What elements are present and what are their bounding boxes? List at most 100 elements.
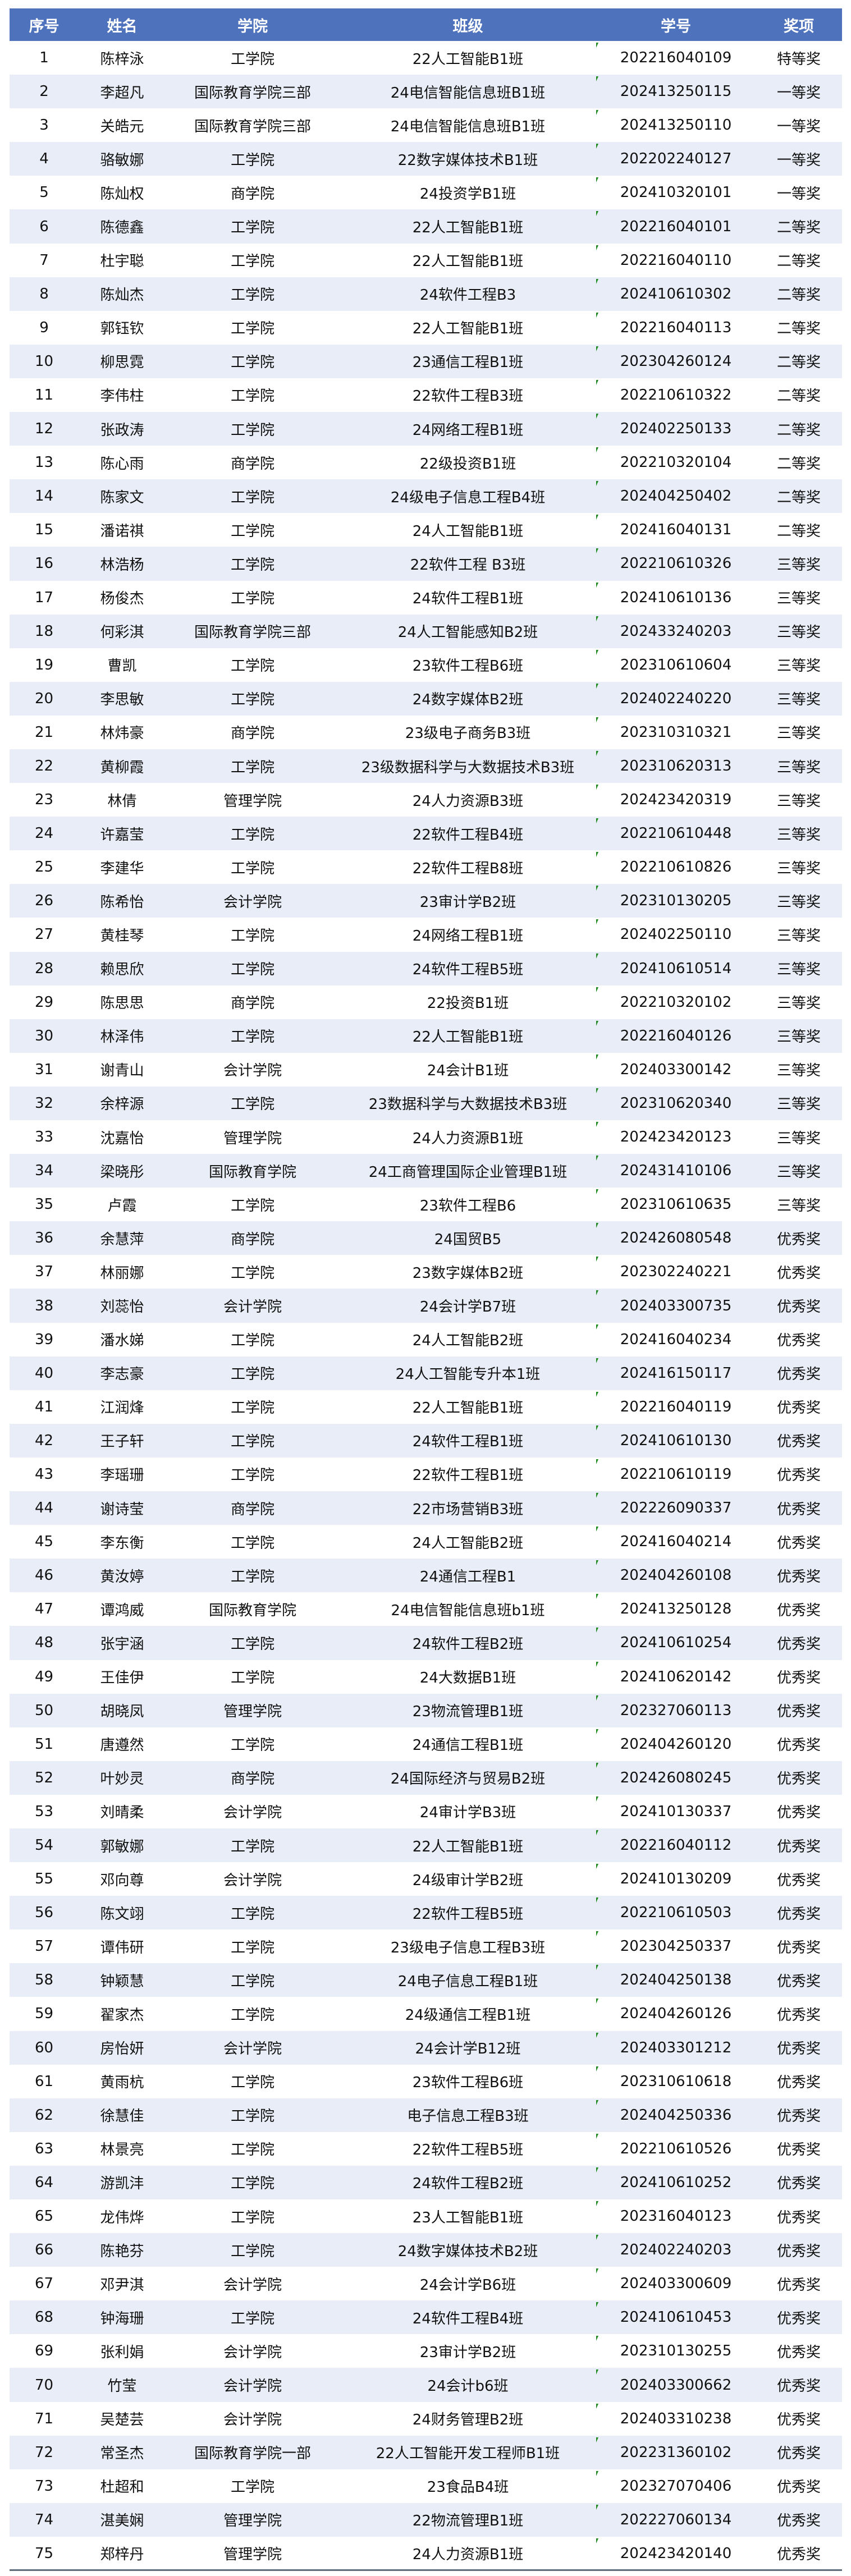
student-id: 202216040109 xyxy=(620,49,732,67)
college: 工学院 xyxy=(230,320,274,338)
table-row: 58 钟颖慧 工学院 24电子信息工程B1班 202404250138 优秀奖 xyxy=(10,1963,842,1997)
class-name: 24电信智能信息班B1班 xyxy=(390,118,546,135)
student-id: 202216040110 xyxy=(620,251,732,269)
table-row: 36 余慧萍 商学院 24国贸B5 202426080548 优秀奖 xyxy=(10,1221,842,1255)
table-row: 12 张政涛 工学院 24网络工程B1班 202402250133 二等奖 xyxy=(10,412,842,446)
award: 优秀奖 xyxy=(776,2445,821,2463)
row-index: 14 xyxy=(34,488,54,505)
award: 优秀奖 xyxy=(776,2378,821,2395)
table-row: 7 杜宇聪 工学院 22人工智能B1班 202216040110 二等奖 xyxy=(10,244,842,277)
student-name: 柳思霓 xyxy=(100,354,144,372)
award: 三等奖 xyxy=(776,1096,821,1113)
college: 工学院 xyxy=(230,2074,274,2092)
cell-indicator-icon xyxy=(596,2403,598,2409)
student-name: 吴楚芸 xyxy=(100,2412,144,2429)
student-name: 郑梓丹 xyxy=(100,2546,144,2564)
table-header: 序号 姓名 学院 班级 学号 奖项 xyxy=(10,8,842,41)
cell-indicator-icon xyxy=(596,1156,598,1161)
table-row: 10 柳思霓 工学院 23通信工程B1班 202304260124 二等奖 xyxy=(10,344,842,378)
table-row: 45 李东衡 工学院 24人工智能B2班 202416040214 优秀奖 xyxy=(10,1525,842,1559)
student-name: 翟家杰 xyxy=(100,2006,144,2024)
award: 优秀奖 xyxy=(776,2175,821,2193)
row-index: 10 xyxy=(34,352,54,370)
cell-indicator-icon xyxy=(596,2336,598,2341)
award: 优秀奖 xyxy=(776,1501,821,1518)
class-name: 24工商管理国际企业管理B1班 xyxy=(368,1163,568,1181)
college: 商学院 xyxy=(230,995,274,1012)
cell-indicator-icon xyxy=(596,1560,598,1566)
college: 工学院 xyxy=(230,860,274,877)
cell-indicator-icon xyxy=(596,683,598,689)
student-id: 202402250110 xyxy=(620,926,732,943)
cell-indicator-icon xyxy=(596,1459,598,1464)
table-row: 64 游凯沣 工学院 24软件工程B2班 202410610252 优秀奖 xyxy=(10,2165,842,2199)
class-name: 22软件工程B3班 xyxy=(412,388,524,405)
student-name: 钟颖慧 xyxy=(100,1973,144,1990)
row-index: 13 xyxy=(34,454,54,471)
cell-indicator-icon xyxy=(596,278,598,284)
cell-indicator-icon xyxy=(596,1965,598,1970)
student-name: 黄桂琴 xyxy=(100,927,144,945)
student-name: 唐遵然 xyxy=(100,1737,144,1754)
row-index: 18 xyxy=(34,622,54,640)
cell-indicator-icon xyxy=(596,110,598,116)
college: 管理学院 xyxy=(223,1130,282,1147)
class-name: 23物流管理B1班 xyxy=(412,1703,524,1721)
class-name: 24软件工程B2班 xyxy=(412,2175,524,2193)
award: 二等奖 xyxy=(776,421,821,439)
table-row: 30 林泽伟 工学院 22人工智能B1班 202216040126 三等奖 xyxy=(10,1019,842,1053)
student-name: 钟海珊 xyxy=(100,2310,144,2327)
cell-indicator-icon xyxy=(596,1054,598,1060)
row-index: 2 xyxy=(39,83,49,100)
student-id: 202410610136 xyxy=(620,589,732,606)
cell-indicator-icon xyxy=(596,1493,598,1498)
cell-indicator-icon xyxy=(596,481,598,487)
table-body: 1 陈梓泳 工学院 22人工智能B1班 202216040109 特等奖 2 李超凡 国际教育学… xyxy=(10,41,842,2570)
cell-indicator-icon xyxy=(596,144,598,149)
cell-indicator-icon xyxy=(596,919,598,925)
row-index: 51 xyxy=(34,1735,54,1753)
college: 工学院 xyxy=(230,2142,274,2159)
student-id: 202410130337 xyxy=(620,1803,732,1820)
student-name: 房怡妍 xyxy=(100,2041,144,2058)
class-name: 22软件工程 B3班 xyxy=(410,556,526,574)
row-index: 24 xyxy=(34,825,54,842)
cell-indicator-icon xyxy=(596,245,598,250)
student-id: 202310310321 xyxy=(620,723,732,741)
row-index: 43 xyxy=(34,1465,54,1483)
award-table: 序号 姓名 学院 班级 学号 奖项 1 陈梓泳 工学院 22人工智能B1班 202216… xyxy=(10,8,842,2570)
class-name: 22人工智能B1班 xyxy=(412,1400,524,1417)
college: 工学院 xyxy=(230,2209,274,2226)
row-index: 71 xyxy=(34,2410,54,2427)
class-name: 22软件工程B1班 xyxy=(412,1467,524,1484)
student-name: 张宇涵 xyxy=(100,1635,144,1653)
row-index: 3 xyxy=(39,117,49,134)
class-name: 23人工智能B1班 xyxy=(412,2209,524,2226)
student-name: 卢霞 xyxy=(107,1197,137,1214)
award: 特等奖 xyxy=(776,51,821,68)
student-id: 202316040123 xyxy=(620,2208,732,2225)
student-id: 202403300662 xyxy=(620,2376,732,2394)
award: 二等奖 xyxy=(776,287,821,304)
table-row: 34 梁晓彤 国际教育学院 24工商管理国际企业管理B1班 202431410106 三等… xyxy=(10,1154,842,1188)
row-index: 50 xyxy=(34,1702,54,1719)
class-name: 24会计学B12班 xyxy=(415,2041,521,2058)
college: 工学院 xyxy=(230,219,274,237)
award: 二等奖 xyxy=(776,522,821,540)
student-id: 202404260120 xyxy=(620,1735,732,1753)
class-name: 22人工智能B1班 xyxy=(412,51,524,68)
class-name: 24电信智能信息班b1班 xyxy=(391,1602,545,1619)
student-id: 202304260124 xyxy=(620,352,732,370)
college: 工学院 xyxy=(230,691,274,709)
award: 优秀奖 xyxy=(776,1400,821,1417)
cell-indicator-icon xyxy=(596,2235,598,2240)
row-index: 8 xyxy=(39,285,49,302)
class-name: 24通信工程B1 xyxy=(419,1568,516,1585)
student-name: 李思敏 xyxy=(100,691,144,709)
cell-indicator-icon xyxy=(596,785,598,790)
row-index: 6 xyxy=(39,218,49,235)
cell-indicator-icon xyxy=(596,1088,598,1093)
student-id: 202216040112 xyxy=(620,1837,732,1854)
award: 三等奖 xyxy=(776,658,821,675)
class-name: 24人工智能B1班 xyxy=(412,522,524,540)
